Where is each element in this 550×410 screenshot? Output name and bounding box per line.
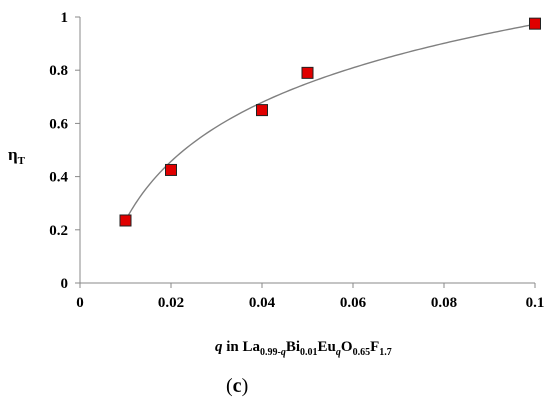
- y-tick-label: 0.4: [49, 170, 68, 186]
- panel-caption-letter: c: [233, 375, 242, 397]
- y-tick-label: 1: [61, 10, 69, 26]
- x-tick-label: 0.1: [526, 295, 545, 311]
- axes: [75, 16, 536, 288]
- x-axis-title-text-2: Bi: [286, 339, 300, 355]
- trend-curve: [124, 23, 536, 221]
- x-tick-label: 0: [76, 295, 84, 311]
- x-axis-title: q in La0.99-qBi0.01EuqO0.65F1.7: [215, 339, 392, 358]
- y-tick-labels: 0 0.2 0.4 0.6 0.8 1: [49, 10, 68, 292]
- x-axis-title-text-1: in La: [223, 339, 261, 355]
- panel-caption-open: (: [226, 375, 233, 397]
- data-point-marker: [529, 17, 541, 30]
- x-axis-title-text-4: O: [341, 339, 353, 355]
- x-tick-label: 0.08: [431, 295, 457, 311]
- panel-caption-close: ): [242, 375, 249, 397]
- data-point-marker: [165, 163, 177, 176]
- y-tick-label: 0: [61, 276, 69, 292]
- y-tick-label: 0.6: [49, 116, 68, 132]
- x-axis-title-q: q: [215, 339, 223, 355]
- data-point-marker: [256, 104, 268, 117]
- x-axis-title-sub-3-q: q: [336, 347, 341, 358]
- data-point-marker: [119, 214, 132, 227]
- x-tick-label: 0.02: [158, 295, 184, 311]
- x-tick-label: 0.06: [340, 295, 367, 311]
- x-axis-title-sub-5: 1.7: [379, 347, 392, 358]
- x-axis-title-sub-2: 0.01: [300, 347, 318, 358]
- y-axis-title-sub: T: [18, 155, 26, 167]
- data-point-marker: [301, 66, 314, 79]
- x-axis-title-sub-1-q: q: [281, 347, 286, 358]
- x-tick-labels: 0 0.02 0.04 0.06 0.08 0.1: [76, 295, 544, 311]
- y-axis-title-main: η: [8, 145, 18, 164]
- y-tick-label: 0.8: [49, 63, 68, 79]
- y-tick-label: 0.2: [49, 223, 68, 239]
- trend-curve-layer: [124, 23, 536, 221]
- y-axis-title: ηT: [8, 145, 26, 167]
- x-axis-title-text-3: Eu: [318, 339, 336, 355]
- panel-caption: (c): [226, 375, 248, 397]
- data-points-layer: [119, 17, 541, 227]
- x-axis-title-sub-1: 0.99-: [260, 347, 281, 358]
- x-axis-title-text-5: F: [370, 339, 379, 355]
- x-axis-title-sub-4: 0.65: [353, 347, 371, 358]
- x-tick-label: 0.04: [249, 295, 276, 311]
